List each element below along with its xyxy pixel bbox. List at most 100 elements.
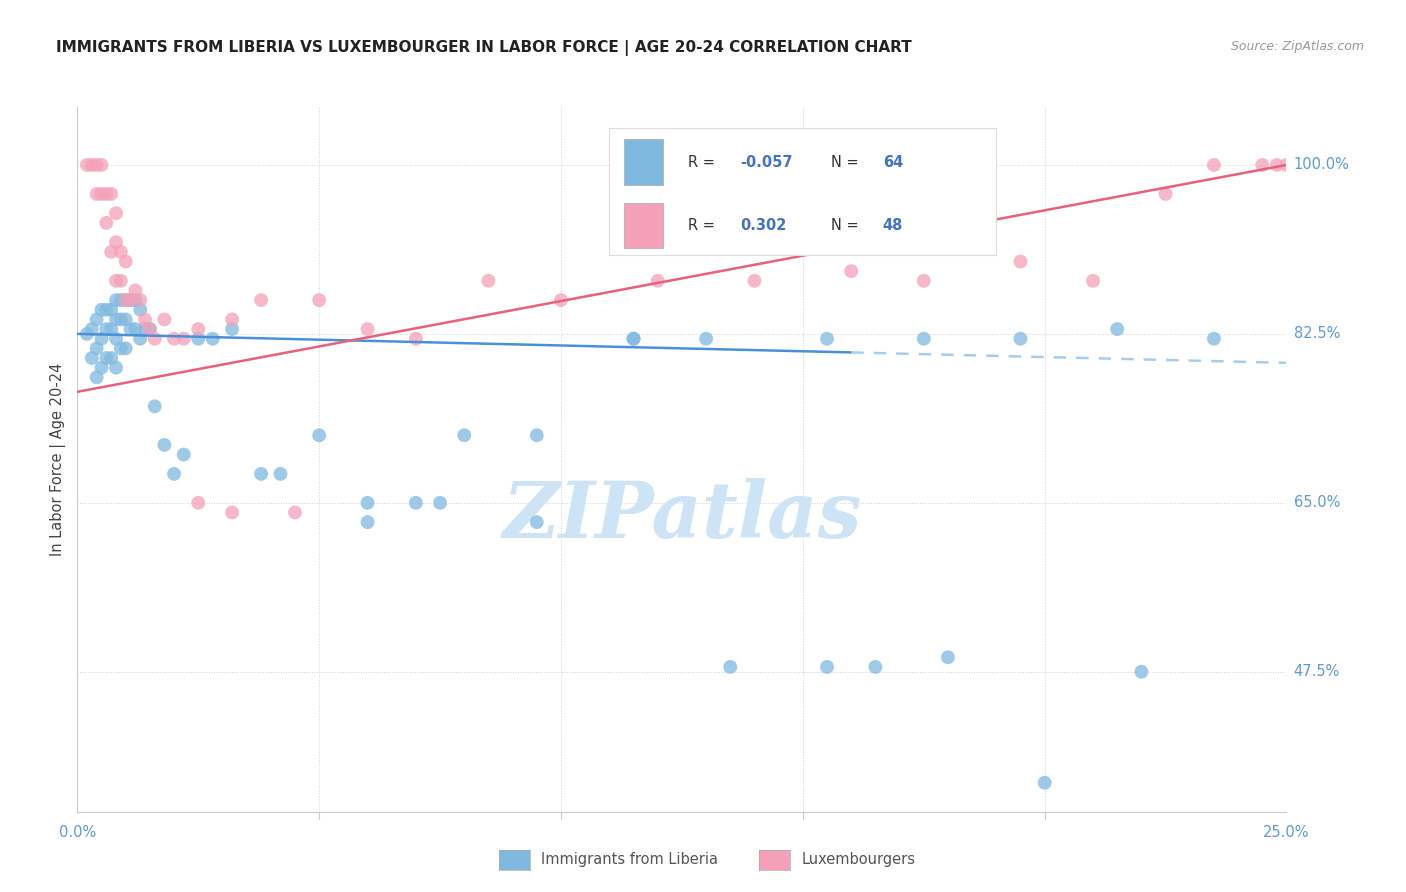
- Point: [718, 660, 741, 674]
- Point: [124, 293, 146, 307]
- Point: [114, 342, 136, 356]
- Point: [1202, 332, 1225, 346]
- Point: [695, 332, 717, 346]
- Point: [100, 351, 122, 365]
- Point: [110, 342, 132, 356]
- Point: [124, 284, 146, 298]
- Point: [100, 186, 122, 201]
- Point: [453, 428, 475, 442]
- Point: [647, 274, 669, 288]
- Point: [110, 274, 132, 288]
- Point: [477, 274, 499, 288]
- Point: [1010, 332, 1032, 346]
- Point: [429, 496, 451, 510]
- Point: [221, 312, 243, 326]
- Point: [1202, 158, 1225, 172]
- Point: [105, 332, 128, 346]
- Point: [356, 496, 378, 510]
- Point: [1275, 158, 1298, 172]
- Text: IMMIGRANTS FROM LIBERIA VS LUXEMBOURGER IN LABOR FORCE | AGE 20-24 CORRELATION C: IMMIGRANTS FROM LIBERIA VS LUXEMBOURGER …: [56, 40, 912, 56]
- Point: [153, 438, 176, 452]
- Text: 25.0%: 25.0%: [1263, 825, 1310, 840]
- Text: Source: ZipAtlas.com: Source: ZipAtlas.com: [1230, 40, 1364, 54]
- Point: [308, 428, 330, 442]
- Point: [1107, 322, 1129, 336]
- Point: [110, 293, 132, 307]
- Point: [80, 322, 103, 336]
- Point: [815, 660, 838, 674]
- Text: 82.5%: 82.5%: [1294, 326, 1340, 342]
- Point: [308, 293, 330, 307]
- Point: [114, 312, 136, 326]
- Point: [221, 322, 243, 336]
- Point: [201, 332, 224, 346]
- Point: [356, 515, 378, 529]
- Point: [912, 274, 935, 288]
- Point: [114, 293, 136, 307]
- Point: [86, 370, 108, 384]
- Point: [80, 351, 103, 365]
- Point: [250, 467, 273, 481]
- Point: [105, 274, 128, 288]
- Point: [86, 312, 108, 326]
- Point: [105, 206, 128, 220]
- Point: [187, 322, 209, 336]
- Text: N =: N =: [831, 154, 863, 169]
- Point: [139, 322, 162, 336]
- Text: 65.0%: 65.0%: [1294, 495, 1340, 510]
- Point: [100, 302, 122, 317]
- Point: [86, 158, 108, 172]
- Point: [76, 326, 98, 341]
- Point: [76, 158, 98, 172]
- Point: [96, 216, 118, 230]
- Point: [173, 448, 195, 462]
- Point: [1251, 158, 1274, 172]
- Point: [90, 360, 112, 375]
- FancyBboxPatch shape: [624, 202, 662, 248]
- Point: [105, 293, 128, 307]
- Point: [100, 322, 122, 336]
- Point: [623, 332, 645, 346]
- Point: [153, 312, 176, 326]
- Y-axis label: In Labor Force | Age 20-24: In Labor Force | Age 20-24: [51, 363, 66, 556]
- Point: [120, 293, 142, 307]
- Point: [90, 332, 112, 346]
- Point: [839, 264, 862, 278]
- Point: [284, 506, 307, 520]
- Point: [936, 650, 959, 665]
- Text: -0.057: -0.057: [740, 154, 793, 169]
- Text: ZIPatlas: ZIPatlas: [502, 477, 862, 554]
- Point: [865, 660, 887, 674]
- Point: [90, 186, 112, 201]
- Point: [356, 322, 378, 336]
- Point: [120, 293, 142, 307]
- Point: [163, 332, 186, 346]
- Point: [124, 322, 146, 336]
- Point: [110, 312, 132, 326]
- Point: [623, 332, 645, 346]
- Point: [129, 293, 152, 307]
- Point: [80, 158, 103, 172]
- Point: [96, 186, 118, 201]
- Point: [129, 332, 152, 346]
- Point: [96, 322, 118, 336]
- Point: [1033, 776, 1056, 790]
- FancyBboxPatch shape: [624, 139, 662, 185]
- Point: [139, 322, 162, 336]
- Point: [405, 332, 427, 346]
- Point: [86, 342, 108, 356]
- Point: [134, 322, 156, 336]
- Point: [114, 293, 136, 307]
- Point: [1154, 186, 1177, 201]
- Point: [105, 360, 128, 375]
- Text: 64: 64: [883, 154, 903, 169]
- FancyBboxPatch shape: [609, 128, 997, 255]
- Text: Luxembourgers: Luxembourgers: [801, 853, 915, 867]
- Point: [221, 506, 243, 520]
- Text: R =: R =: [688, 218, 724, 233]
- Point: [815, 332, 838, 346]
- Point: [143, 332, 166, 346]
- Point: [1265, 158, 1288, 172]
- Point: [105, 235, 128, 250]
- Point: [550, 293, 572, 307]
